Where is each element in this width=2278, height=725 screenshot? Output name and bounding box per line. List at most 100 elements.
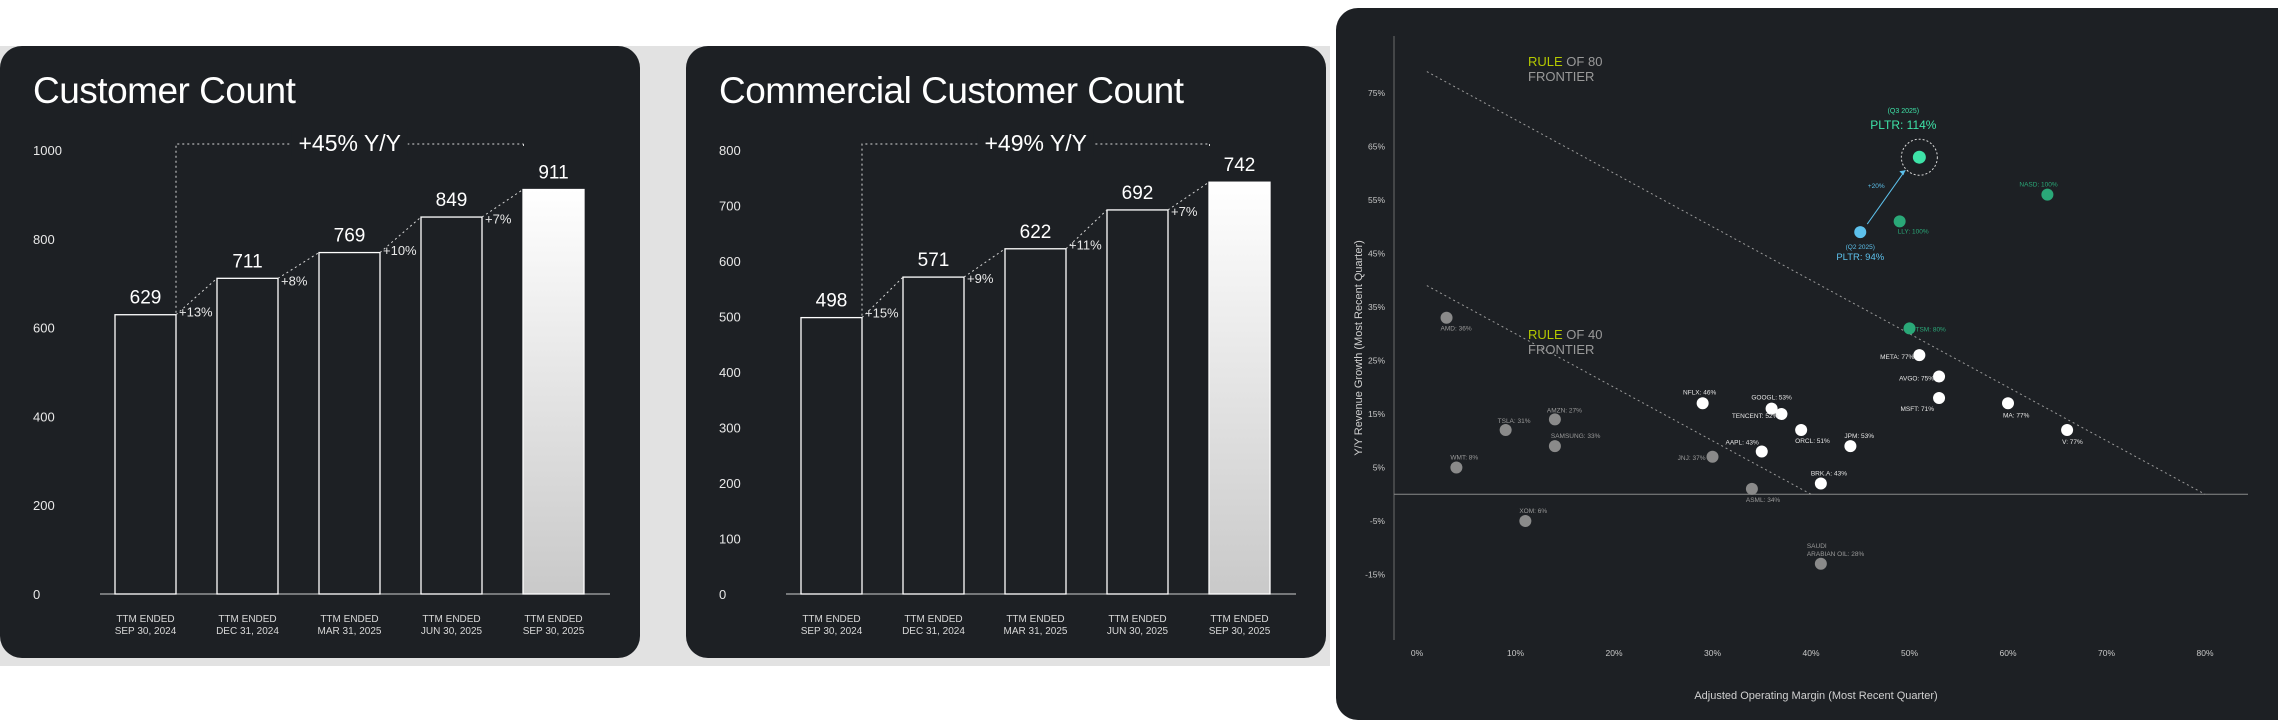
y-tick-label: 400 bbox=[719, 365, 741, 380]
y-tick-label: 600 bbox=[719, 254, 741, 269]
rule-of-40-scatter-chart: 75% 65% 55% 45% 35% 25% 15% 5% -5% -15% 0% 10% 20% 30… bbox=[1353, 36, 2248, 702]
data-point bbox=[1814, 557, 1827, 570]
growth-connector bbox=[481, 189, 524, 218]
bar bbox=[1106, 209, 1169, 595]
point-label: SAMSUNG: 33% bbox=[1551, 433, 1601, 440]
category-label: JUN 30, 2025 bbox=[1107, 626, 1169, 637]
data-point bbox=[1696, 397, 1709, 410]
frontier-label: RULE OF 80 bbox=[1528, 54, 1602, 69]
y-tick-label: 500 bbox=[719, 310, 741, 325]
bar bbox=[1208, 181, 1271, 595]
point-label: TSLA: 31% bbox=[1498, 418, 1531, 425]
point-label: NFLX: 46% bbox=[1683, 389, 1716, 396]
point-label: BRK.A: 43% bbox=[1811, 471, 1847, 478]
yoy-growth-label: +49% Y/Y bbox=[984, 130, 1087, 156]
category-label: TTM ENDED bbox=[524, 614, 582, 625]
bar-value-label: 692 bbox=[1122, 183, 1154, 204]
pltr-growth-arrow bbox=[1866, 169, 1906, 225]
bar-value-label: 711 bbox=[232, 251, 262, 272]
data-point bbox=[1903, 322, 1916, 335]
growth-connector bbox=[963, 248, 1006, 278]
point-label: ORCL: 51% bbox=[1795, 438, 1830, 445]
data-point bbox=[1450, 461, 1463, 474]
data-point bbox=[1912, 150, 1926, 164]
bar-value-label: 769 bbox=[334, 226, 366, 247]
category-label: TTM ENDED bbox=[218, 614, 276, 625]
bar bbox=[420, 216, 483, 595]
point-label: MSFT: 71% bbox=[1900, 406, 1934, 413]
category-label: TTM ENDED bbox=[1108, 614, 1166, 625]
growth-label: +15% bbox=[865, 305, 899, 320]
category-label: TTM ENDED bbox=[1210, 614, 1268, 625]
chart-title: Customer Count bbox=[33, 70, 296, 111]
category-label: TTM ENDED bbox=[116, 614, 174, 625]
x-tick-label: 60% bbox=[1999, 648, 2016, 658]
frontier-label: RULE OF 40 bbox=[1528, 327, 1602, 342]
frontier-line bbox=[1426, 71, 2206, 495]
point-label: SAUDI bbox=[1807, 543, 1827, 550]
y-tick-label: 65% bbox=[1368, 142, 1385, 152]
rule-of-40-scatter-panel: 75% 65% 55% 45% 35% 25% 15% 5% -5% -15% 0% 10% 20% 30… bbox=[1336, 8, 2278, 720]
x-axis-title: Adjusted Operating Margin (Most Recent Q… bbox=[1694, 690, 1937, 702]
point-label: JPM: 53% bbox=[1844, 433, 1874, 440]
bar bbox=[318, 251, 381, 595]
frontier-line bbox=[1426, 285, 1812, 495]
category-label: TTM ENDED bbox=[422, 614, 480, 625]
data-point bbox=[1854, 226, 1867, 239]
y-tick-label: 35% bbox=[1368, 302, 1385, 312]
growth-connector bbox=[1167, 181, 1210, 211]
frontier-label: FRONTIER bbox=[1528, 69, 1594, 84]
growth-connector bbox=[379, 216, 422, 253]
category-label: SEP 30, 2025 bbox=[523, 626, 585, 637]
data-point bbox=[1548, 413, 1561, 426]
y-tick-label: 5% bbox=[1373, 463, 1386, 473]
category-label: DEC 31, 2024 bbox=[216, 626, 279, 637]
data-point bbox=[1893, 215, 1906, 228]
data-point bbox=[1913, 349, 1926, 362]
y-tick-label: 55% bbox=[1368, 195, 1385, 205]
y-tick-label: 25% bbox=[1368, 356, 1385, 366]
data-point bbox=[1933, 370, 1946, 383]
point-label: AAPL: 43% bbox=[1726, 439, 1759, 446]
y-axis-title: Y/Y Revenue Growth (Most Recent Quarter) bbox=[1353, 240, 1365, 456]
point-label: ARABIAN OIL: 28% bbox=[1807, 551, 1865, 558]
category-label: SEP 30, 2024 bbox=[115, 626, 177, 637]
point-label: AMZN: 27% bbox=[1547, 407, 1582, 414]
category-label: TTM ENDED bbox=[320, 614, 378, 625]
yoy-label-background bbox=[291, 128, 408, 156]
point-label: NASD: 100% bbox=[2019, 182, 2058, 189]
point-label: LLY: 100% bbox=[1898, 228, 1929, 235]
bar bbox=[800, 316, 863, 595]
bar-value-label: 629 bbox=[130, 288, 162, 309]
data-point bbox=[1755, 445, 1768, 458]
point-label: ASML: 34% bbox=[1746, 497, 1781, 504]
y-tick-label: 300 bbox=[719, 421, 741, 436]
yoy-label-background bbox=[977, 128, 1094, 156]
data-point bbox=[2041, 188, 2054, 201]
point-label: XOM: 6% bbox=[1519, 508, 1547, 515]
x-tick-label: 10% bbox=[1507, 648, 1524, 658]
bar bbox=[1004, 248, 1067, 595]
category-label: SEP 30, 2024 bbox=[801, 626, 863, 637]
y-tick-label: 100 bbox=[719, 532, 741, 547]
bar bbox=[216, 277, 279, 595]
y-tick-label: 1000 bbox=[33, 143, 62, 158]
data-point bbox=[1745, 482, 1758, 495]
point-period-label: (Q2 2025) bbox=[1846, 244, 1875, 251]
data-point bbox=[1765, 402, 1778, 415]
y-tick-label: 400 bbox=[33, 409, 55, 424]
x-tick-label: 0% bbox=[1411, 648, 1424, 658]
growth-label: +9% bbox=[967, 271, 994, 286]
y-tick-label: 45% bbox=[1368, 249, 1385, 259]
x-tick-label: 50% bbox=[1901, 648, 1918, 658]
y-tick-label: 800 bbox=[33, 232, 55, 247]
point-label: TSM: 80% bbox=[1916, 326, 1947, 333]
growth-connector bbox=[277, 252, 320, 279]
growth-connector bbox=[175, 277, 218, 316]
commercial-customer-count-panel: Commercial Customer Count 800 700 600 500 40… bbox=[686, 46, 1326, 658]
growth-label: +11% bbox=[1069, 237, 1102, 252]
growth-label: +8% bbox=[281, 273, 308, 288]
point-label: PLTR: 94% bbox=[1836, 252, 1884, 263]
